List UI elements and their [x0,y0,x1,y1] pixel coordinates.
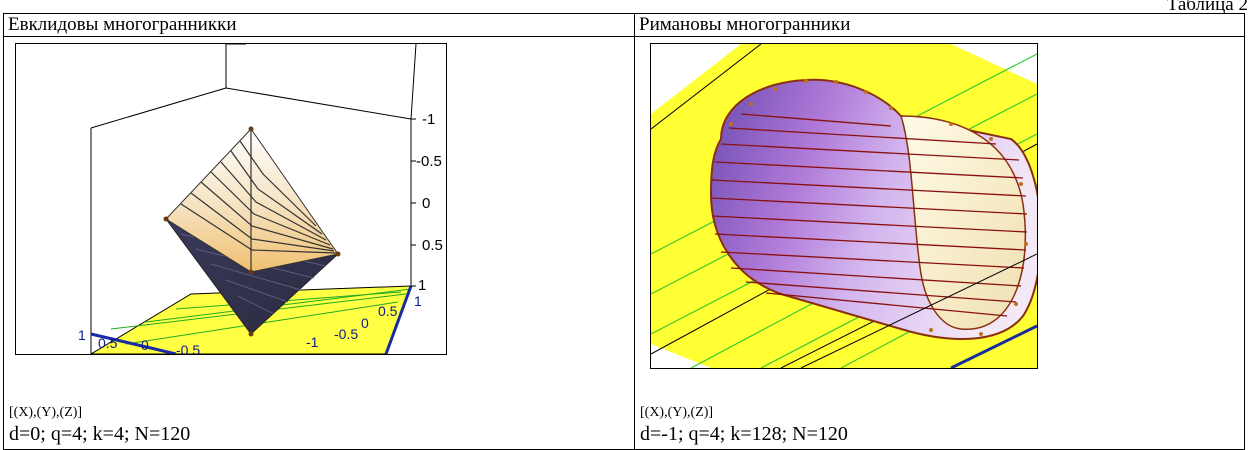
base-tick: -0.5 [176,342,200,354]
header-euclidean: Евклидовы многогранникки [3,13,635,37]
comparison-table: Евклидовы многогранникки Римановы многог… [3,13,1245,450]
base-tick: 0.5 [98,335,118,351]
riemannian-plot [650,43,1038,369]
euclidean-formula: [(X),(Y),(Z)] [9,405,83,420]
base-tick: 1 [414,293,422,309]
z-tick: -1 [422,111,435,128]
riemannian-params: d=-1; q=4; k=128; N=120 [640,423,848,445]
base-tick: 1 [78,327,86,343]
base-tick: 0 [361,315,369,331]
cell-riemannian: [(X),(Y),(Z)] d=-1; q=4; k=128; N=120 [634,36,1245,450]
euclidean-params: d=0; q=4; k=4; N=120 [9,423,191,445]
table-caption: Таблица 2 [1166,0,1248,15]
z-tick: 1 [418,277,426,294]
base-tick: 0.5 [378,303,398,319]
header-riemannian: Римановы многогранники [634,13,1245,37]
z-tick: 0.5 [422,237,443,254]
riemannian-formula: [(X),(Y),(Z)] [640,405,714,420]
base-tick: -0.5 [334,326,358,342]
z-tick: -0.5 [416,153,442,170]
base-tick: -1 [306,334,319,350]
euclidean-plot: -1 -0.5 0 0.5 1 1 0.5 0 -0.5 -1 -0.5 0 [15,43,447,355]
base-tick: 0 [141,337,149,353]
cell-euclidean: -1 -0.5 0 0.5 1 1 0.5 0 -0.5 -1 -0.5 0 [3,36,635,450]
z-tick: 0 [422,195,430,212]
